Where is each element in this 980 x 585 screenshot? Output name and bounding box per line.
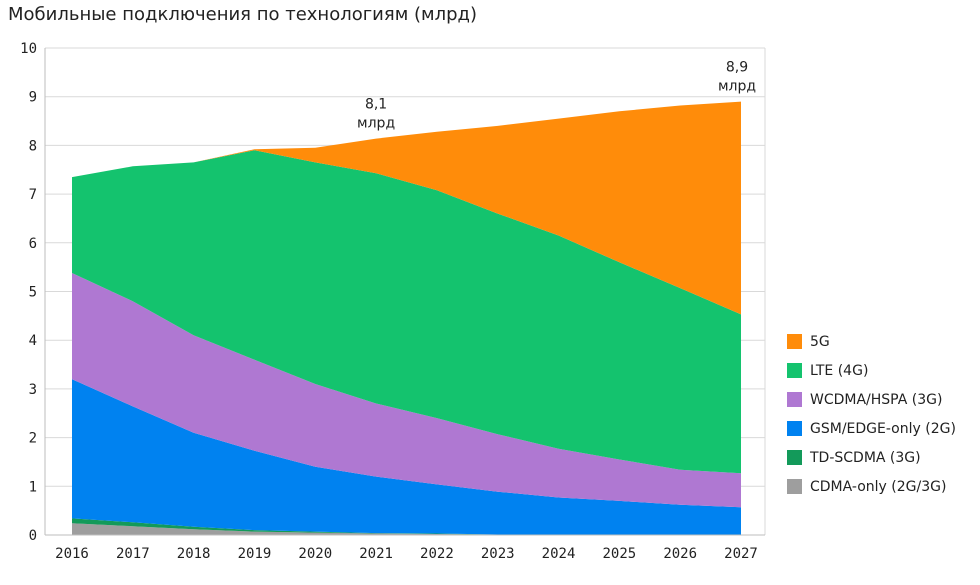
legend-item: CDMA-only (2G/3G) xyxy=(787,472,956,501)
y-tick-label: 0 xyxy=(29,528,37,544)
legend-item: GSM/EDGE-only (2G) xyxy=(787,414,956,443)
legend-swatch xyxy=(787,450,802,465)
y-tick-label: 4 xyxy=(29,333,37,349)
legend-label: CDMA-only (2G/3G) xyxy=(810,478,947,495)
area-cdma-only-2g-3g xyxy=(72,523,741,535)
legend-item: 5G xyxy=(787,327,956,356)
x-tick-label: 2021 xyxy=(359,546,393,562)
annotation-unit: млрд xyxy=(357,116,395,132)
area-lte-4g xyxy=(72,150,741,474)
x-tick-label: 2020 xyxy=(298,546,332,562)
x-tick-label: 2017 xyxy=(116,546,150,562)
y-tick-label: 9 xyxy=(29,90,37,106)
chart-title: Мобильные подключения по технологиям (мл… xyxy=(8,4,478,25)
area-5g xyxy=(72,101,741,315)
legend-swatch xyxy=(787,363,802,378)
chart-legend: 5G LTE (4G) WCDMA/HSPA (3G) GSM/EDGE-only (… xyxy=(787,327,956,501)
x-tick-label: 2022 xyxy=(420,546,454,562)
legend-item: LTE (4G) xyxy=(787,356,956,385)
legend-item: TD-SCDMA (3G) xyxy=(787,443,956,472)
annotation-value: 8,1 xyxy=(365,97,387,113)
x-tick-label: 2018 xyxy=(177,546,211,562)
legend-label: LTE (4G) xyxy=(810,362,869,379)
legend-swatch xyxy=(787,421,802,436)
y-tick-label: 7 xyxy=(29,187,37,203)
y-tick-label: 3 xyxy=(29,382,37,398)
legend-label: 5G xyxy=(810,333,830,350)
x-tick-label: 2025 xyxy=(603,546,637,562)
x-tick-label: 2024 xyxy=(542,546,576,562)
area-gsm-edge-only-2g xyxy=(72,379,741,535)
legend-swatch xyxy=(787,392,802,407)
y-tick-label: 10 xyxy=(20,41,37,57)
y-tick-label: 8 xyxy=(29,138,37,154)
legend-item: WCDMA/HSPA (3G) xyxy=(787,385,956,414)
y-tick-label: 5 xyxy=(29,285,37,301)
x-tick-label: 2027 xyxy=(724,546,758,562)
y-tick-label: 2 xyxy=(29,431,37,447)
x-tick-label: 2016 xyxy=(55,546,89,562)
area-td-scdma-3g xyxy=(72,518,741,535)
annotation-value: 8,9 xyxy=(726,60,748,76)
y-tick-label: 1 xyxy=(29,479,37,495)
legend-swatch xyxy=(787,479,802,494)
legend-swatch xyxy=(787,334,802,349)
legend-label: TD-SCDMA (3G) xyxy=(810,449,921,466)
legend-label: GSM/EDGE-only (2G) xyxy=(810,420,956,437)
legend-label: WCDMA/HSPA (3G) xyxy=(810,391,943,408)
y-tick-label: 6 xyxy=(29,236,37,252)
x-tick-label: 2023 xyxy=(481,546,515,562)
x-tick-label: 2019 xyxy=(238,546,272,562)
area-wcdma-hspa-3g xyxy=(72,273,741,508)
x-tick-label: 2026 xyxy=(663,546,697,562)
annotation-unit: млрд xyxy=(718,79,756,95)
